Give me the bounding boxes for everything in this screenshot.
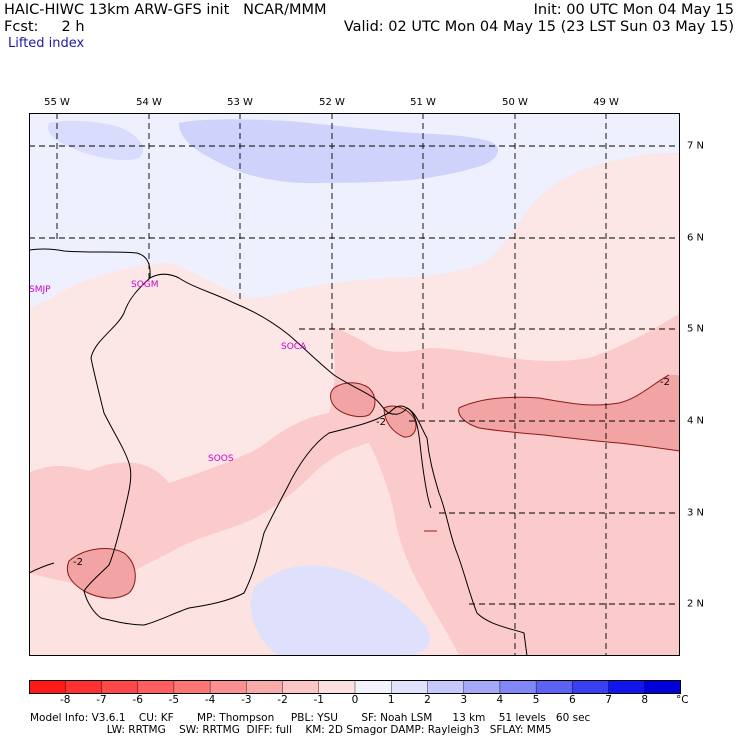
lat-label: 3 N: [687, 507, 705, 519]
colorbar-unit: °C: [676, 694, 689, 706]
lon-label: 54 W: [136, 97, 162, 108]
station-label: SOOS: [208, 454, 234, 464]
colorbar-swatch: [318, 680, 356, 694]
lon-label: 50 W: [502, 97, 528, 108]
station-label: SOCA: [281, 342, 307, 352]
colorbar-swatch: [173, 680, 211, 694]
colorbar-tick-label: -5: [168, 694, 180, 706]
lifted-index-map: SMJP SOGM SOCA SOOS -2 -2 -2: [29, 113, 680, 656]
contour-line: [458, 374, 680, 452]
colorbar-tick-label: 1: [387, 694, 395, 706]
colorbar-tick-label: -2: [277, 694, 288, 706]
strong-negative-fill: [67, 548, 136, 599]
lon-label: 53 W: [227, 97, 253, 108]
contour-label: -2: [660, 377, 670, 388]
colorbar-tick-label: 2: [424, 694, 431, 706]
colorbar-swatch: [101, 680, 139, 694]
lon-label: 55 W: [44, 97, 70, 108]
colorbar-swatch: [209, 680, 248, 694]
colorbar-swatch: [644, 680, 681, 694]
colorbar-tick-label: 5: [532, 694, 540, 706]
colorbar-swatch: [572, 680, 610, 694]
contour-label: -2: [376, 417, 386, 428]
colorbar-swatch: [463, 680, 501, 694]
colorbar-tick-label: 6: [568, 694, 576, 706]
model-title: HAIC-HIWC 13km ARW-GFS init NCAR/MMM: [4, 2, 327, 18]
lat-label: 2 N: [687, 598, 705, 610]
colorbar-swatch: [499, 680, 537, 694]
colorbar-swatch: [354, 680, 392, 694]
lat-label: 6 N: [687, 232, 705, 244]
weak-positive-fill: [179, 119, 499, 183]
colorbar: [29, 680, 681, 694]
colorbar-swatch: [608, 680, 646, 694]
lon-label: 52 W: [319, 97, 345, 108]
model-info-line-1: Model Info: V3.6.1 CU: KF MP: Thompson P…: [30, 712, 591, 724]
colorbar-tick-label: 8: [641, 694, 649, 706]
station-label: SOGM: [131, 280, 159, 290]
map-frame: [29, 113, 680, 656]
contour-line: [66, 548, 136, 599]
colorbar-tick-label: -8: [59, 694, 71, 706]
contour-line: [330, 382, 376, 418]
lat-label: 7 N: [687, 140, 705, 152]
colorbar-tick-label: -3: [241, 694, 252, 706]
colorbar-tick-label: -1: [313, 694, 325, 706]
weak-positive-fill: [48, 120, 143, 161]
colorbar-tick-label: -4: [204, 694, 216, 706]
init-time: Init: 00 UTC Mon 04 May 15: [533, 2, 734, 18]
colorbar-swatch: [137, 680, 175, 694]
colorbar-tick-label: 0: [351, 694, 359, 706]
lon-label: 51 W: [410, 97, 436, 108]
colorbar-frame: [29, 680, 681, 694]
field-name: Lifted index: [8, 36, 85, 51]
colorbar-swatch: [65, 680, 103, 694]
colorbar-swatch: [246, 680, 284, 694]
contour-line: [383, 405, 417, 438]
colorbar-swatch: [427, 680, 465, 694]
lon-label: 49 W: [593, 97, 619, 108]
coastline: [29, 248, 528, 656]
neutral-fill: [29, 113, 680, 308]
contour-label: -2: [73, 557, 83, 568]
colorbar-tick-label: -7: [96, 694, 107, 706]
colorbar-tick-label: 4: [496, 694, 504, 706]
model-info-line-2: LW: RRTMG SW: RRTMG DIFF: full KM: 2D Sm…: [30, 724, 552, 736]
colorbar-tick-label: -6: [132, 694, 143, 706]
weak-positive-fill: [250, 565, 430, 656]
station-label: SMJP: [29, 285, 51, 295]
colorbar-swatch: [391, 680, 429, 694]
border-line: [83, 277, 390, 626]
colorbar-swatch: [535, 680, 574, 694]
colorbar-tick-label: 3: [460, 694, 467, 706]
colorbar-tick-label: 7: [605, 694, 612, 706]
colorbar-swatch: [282, 680, 320, 694]
weak-negative-fill: [249, 153, 680, 362]
lat-label: 5 N: [687, 323, 705, 335]
valid-time: Valid: 02 UTC Mon 04 May 15 (23 LST Sun …: [343, 19, 734, 35]
colorbar-swatch: [29, 680, 66, 694]
lat-label: 4 N: [687, 415, 705, 427]
border-line: [29, 562, 55, 574]
forecast-hour: Fcst: 2 h: [4, 19, 85, 35]
strong-negative-fill: [330, 382, 375, 417]
border-line: [388, 407, 432, 509]
